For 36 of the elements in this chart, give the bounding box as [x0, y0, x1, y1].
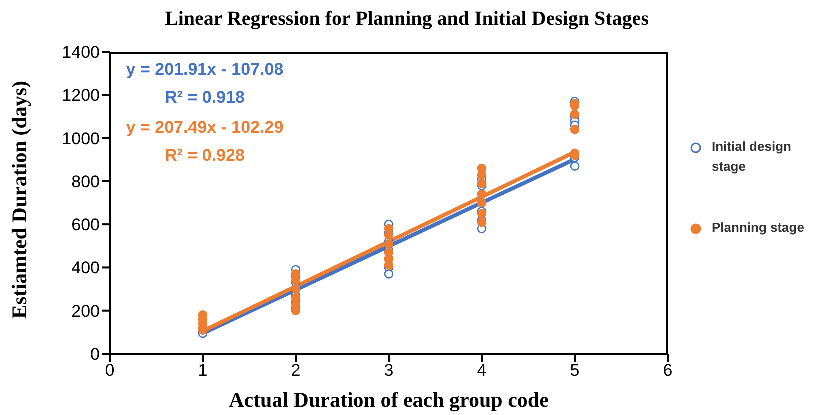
annotation: y = 201.91x - 107.08 — [125, 60, 285, 80]
point — [384, 239, 394, 249]
point — [384, 230, 394, 240]
point — [384, 270, 394, 279]
x-tick-label: 0 — [105, 361, 115, 380]
x-tick-label: 6 — [663, 361, 673, 380]
y-tick-label: 800 — [72, 172, 100, 192]
legend-label: Planning stage — [712, 219, 804, 237]
point — [570, 110, 580, 120]
point — [384, 260, 394, 270]
annotation: y = 207.49x - 102.29 — [125, 118, 285, 138]
annotation: R² = 0.928 — [164, 146, 246, 166]
annotation: R² = 0.918 — [164, 88, 246, 108]
y-tick-label: 400 — [72, 258, 100, 278]
chart-title: Linear Regression for Planning and Initial Design Stages — [164, 8, 650, 31]
point — [477, 170, 487, 180]
x-tick-label: 5 — [570, 361, 580, 380]
x-tick-label: 1 — [198, 361, 208, 380]
y-tick-label: 0 — [90, 345, 100, 364]
x-axis-title: Actual Duration of each group code — [228, 388, 550, 413]
point — [477, 209, 487, 218]
y-tick-label: 200 — [72, 302, 100, 321]
point — [570, 162, 580, 171]
y-tick-label: 1400 — [62, 43, 100, 62]
y-axis-title: Estiamted Duration (days) — [8, 80, 32, 320]
x-tick-label: 4 — [477, 361, 487, 380]
y-tick-label: 1200 — [62, 86, 100, 106]
legend-label: Initial design stage — [712, 138, 792, 176]
x-tick-label: 2 — [291, 361, 301, 380]
point — [477, 178, 487, 188]
y-tick-label: 600 — [72, 216, 100, 235]
point — [570, 125, 580, 134]
y-tick-label: 1000 — [62, 129, 100, 148]
point — [477, 218, 487, 228]
x-tick-label: 3 — [384, 361, 394, 380]
point — [291, 306, 301, 316]
